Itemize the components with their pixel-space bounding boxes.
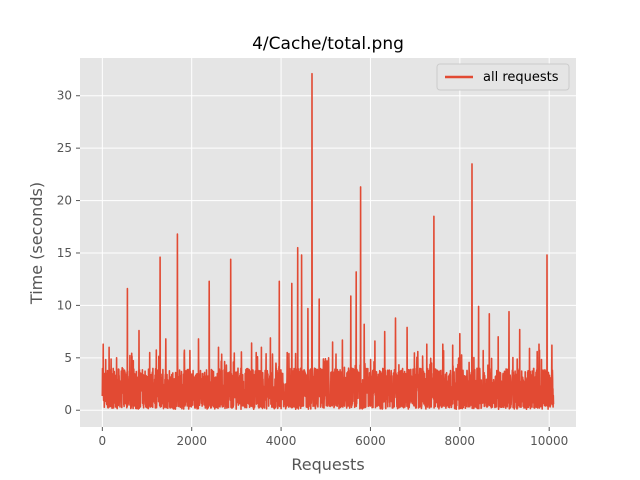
x-axis-ticks: 0 2000 4000 6000 8000 10000 (99, 427, 568, 448)
series-line-all-requests (101, 72, 555, 411)
legend-box (436, 63, 570, 91)
chart-title: 4/Cache/total.png (252, 34, 404, 54)
x-tick-label: 4000 (266, 434, 297, 448)
x-tick-label: 6000 (355, 434, 386, 448)
y-tick-label: 30 (57, 89, 72, 103)
y-tick-label: 15 (57, 246, 72, 260)
legend: all requests (436, 63, 570, 91)
x-tick-label: 8000 (445, 434, 476, 448)
y-tick-label: 0 (64, 403, 72, 417)
y-tick-label: 10 (57, 298, 72, 312)
y-tick-label: 25 (57, 141, 72, 155)
x-axis-label: Requests (291, 455, 364, 474)
x-tick-label: 0 (99, 434, 107, 448)
legend-label: all requests (483, 70, 559, 85)
y-axis-ticks: 0 5 10 15 20 25 30 (57, 89, 80, 417)
y-tick-label: 5 (64, 351, 72, 365)
y-axis-label: Time (seconds) (27, 182, 46, 305)
grid (80, 58, 576, 427)
x-tick-label: 2000 (176, 434, 207, 448)
y-tick-label: 20 (57, 194, 72, 208)
x-tick-label: 10000 (530, 434, 568, 448)
